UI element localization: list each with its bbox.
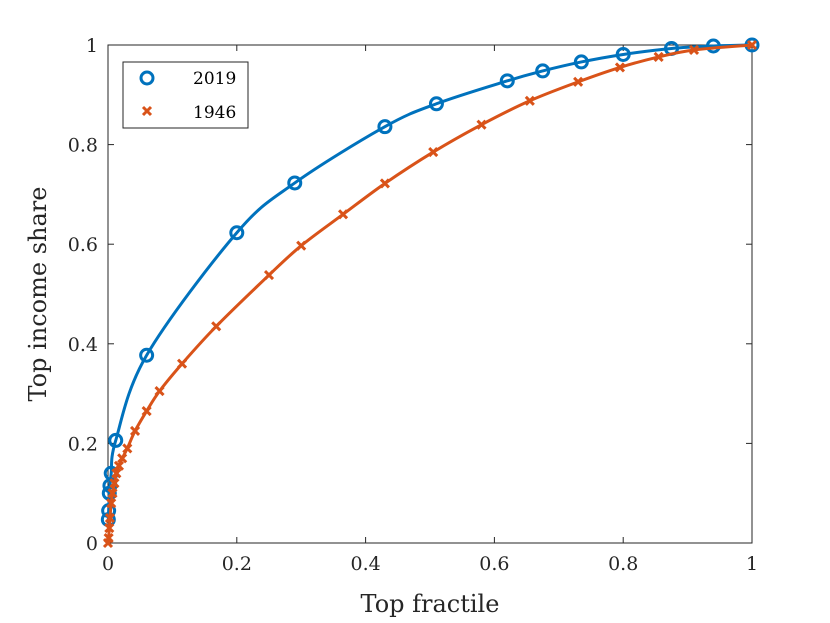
data-point-1946 — [104, 513, 115, 524]
data-point-2019 — [108, 432, 124, 448]
y-tick-label: 0.6 — [68, 234, 98, 256]
x-tick-label: 0.6 — [479, 553, 509, 575]
data-point-1946 — [154, 386, 165, 397]
data-point-1946 — [428, 147, 439, 158]
data-point-2019 — [287, 175, 303, 191]
data-point-1946 — [106, 498, 117, 509]
legend-label-2019: 2019 — [193, 69, 236, 89]
data-point-1946 — [122, 443, 133, 454]
y-tick-label: 0 — [86, 533, 98, 555]
data-point-2019 — [535, 63, 551, 79]
data-point-1946 — [107, 488, 118, 499]
data-point-1946 — [688, 44, 700, 56]
data-point-1946 — [113, 460, 125, 471]
data-point-1946 — [653, 51, 664, 63]
data-point-1946 — [337, 209, 349, 220]
data-point-1946 — [103, 532, 114, 544]
data-point-1946 — [263, 270, 275, 281]
data-point-2019 — [615, 46, 631, 62]
data-point-1946 — [117, 453, 128, 464]
y-tick-label: 0.8 — [68, 135, 98, 157]
data-point-2019 — [139, 347, 155, 363]
legend-marker-1946 — [141, 105, 153, 117]
data-point-2019 — [428, 96, 444, 112]
x-tick-label: 0.2 — [222, 553, 252, 575]
series-line-1946 — [106, 43, 753, 544]
data-point-2019 — [499, 73, 515, 89]
data-point-1946 — [141, 405, 152, 417]
series-1946 — [102, 39, 758, 549]
data-point-1946 — [476, 119, 487, 130]
data-point-1946 — [746, 39, 758, 51]
data-point-1946 — [111, 468, 122, 479]
data-point-1946 — [379, 178, 390, 189]
data-point-2019 — [573, 54, 589, 70]
data-point-1946 — [129, 425, 141, 437]
y-tick-label: 0.2 — [68, 433, 98, 455]
legend-marker-2019 — [139, 70, 155, 86]
y-axis-label: Top income share — [24, 187, 52, 402]
data-point-2019 — [377, 119, 393, 135]
y-tick-label: 1 — [86, 35, 98, 57]
data-point-1946 — [296, 240, 307, 251]
legend: 2019 1946 — [122, 61, 249, 129]
data-point-1946 — [524, 95, 535, 106]
x-tick-label: 1 — [746, 553, 758, 575]
data-point-2019 — [229, 225, 245, 241]
data-point-1946 — [211, 321, 222, 332]
data-point-1946 — [176, 358, 188, 369]
y-tick-label: 0.4 — [68, 334, 98, 356]
x-tick-label: 0.8 — [608, 553, 638, 575]
data-point-2019 — [705, 38, 721, 54]
data-point-1946 — [109, 478, 120, 489]
data-point-1946 — [573, 76, 584, 87]
legend-label-1946: 1946 — [193, 103, 236, 123]
x-tick-label: 0.4 — [350, 553, 380, 575]
x-tick-label: 0 — [102, 553, 114, 575]
data-point-1946 — [104, 522, 115, 534]
data-point-1946 — [614, 62, 626, 73]
x-axis-label: Top fractile — [361, 590, 500, 618]
